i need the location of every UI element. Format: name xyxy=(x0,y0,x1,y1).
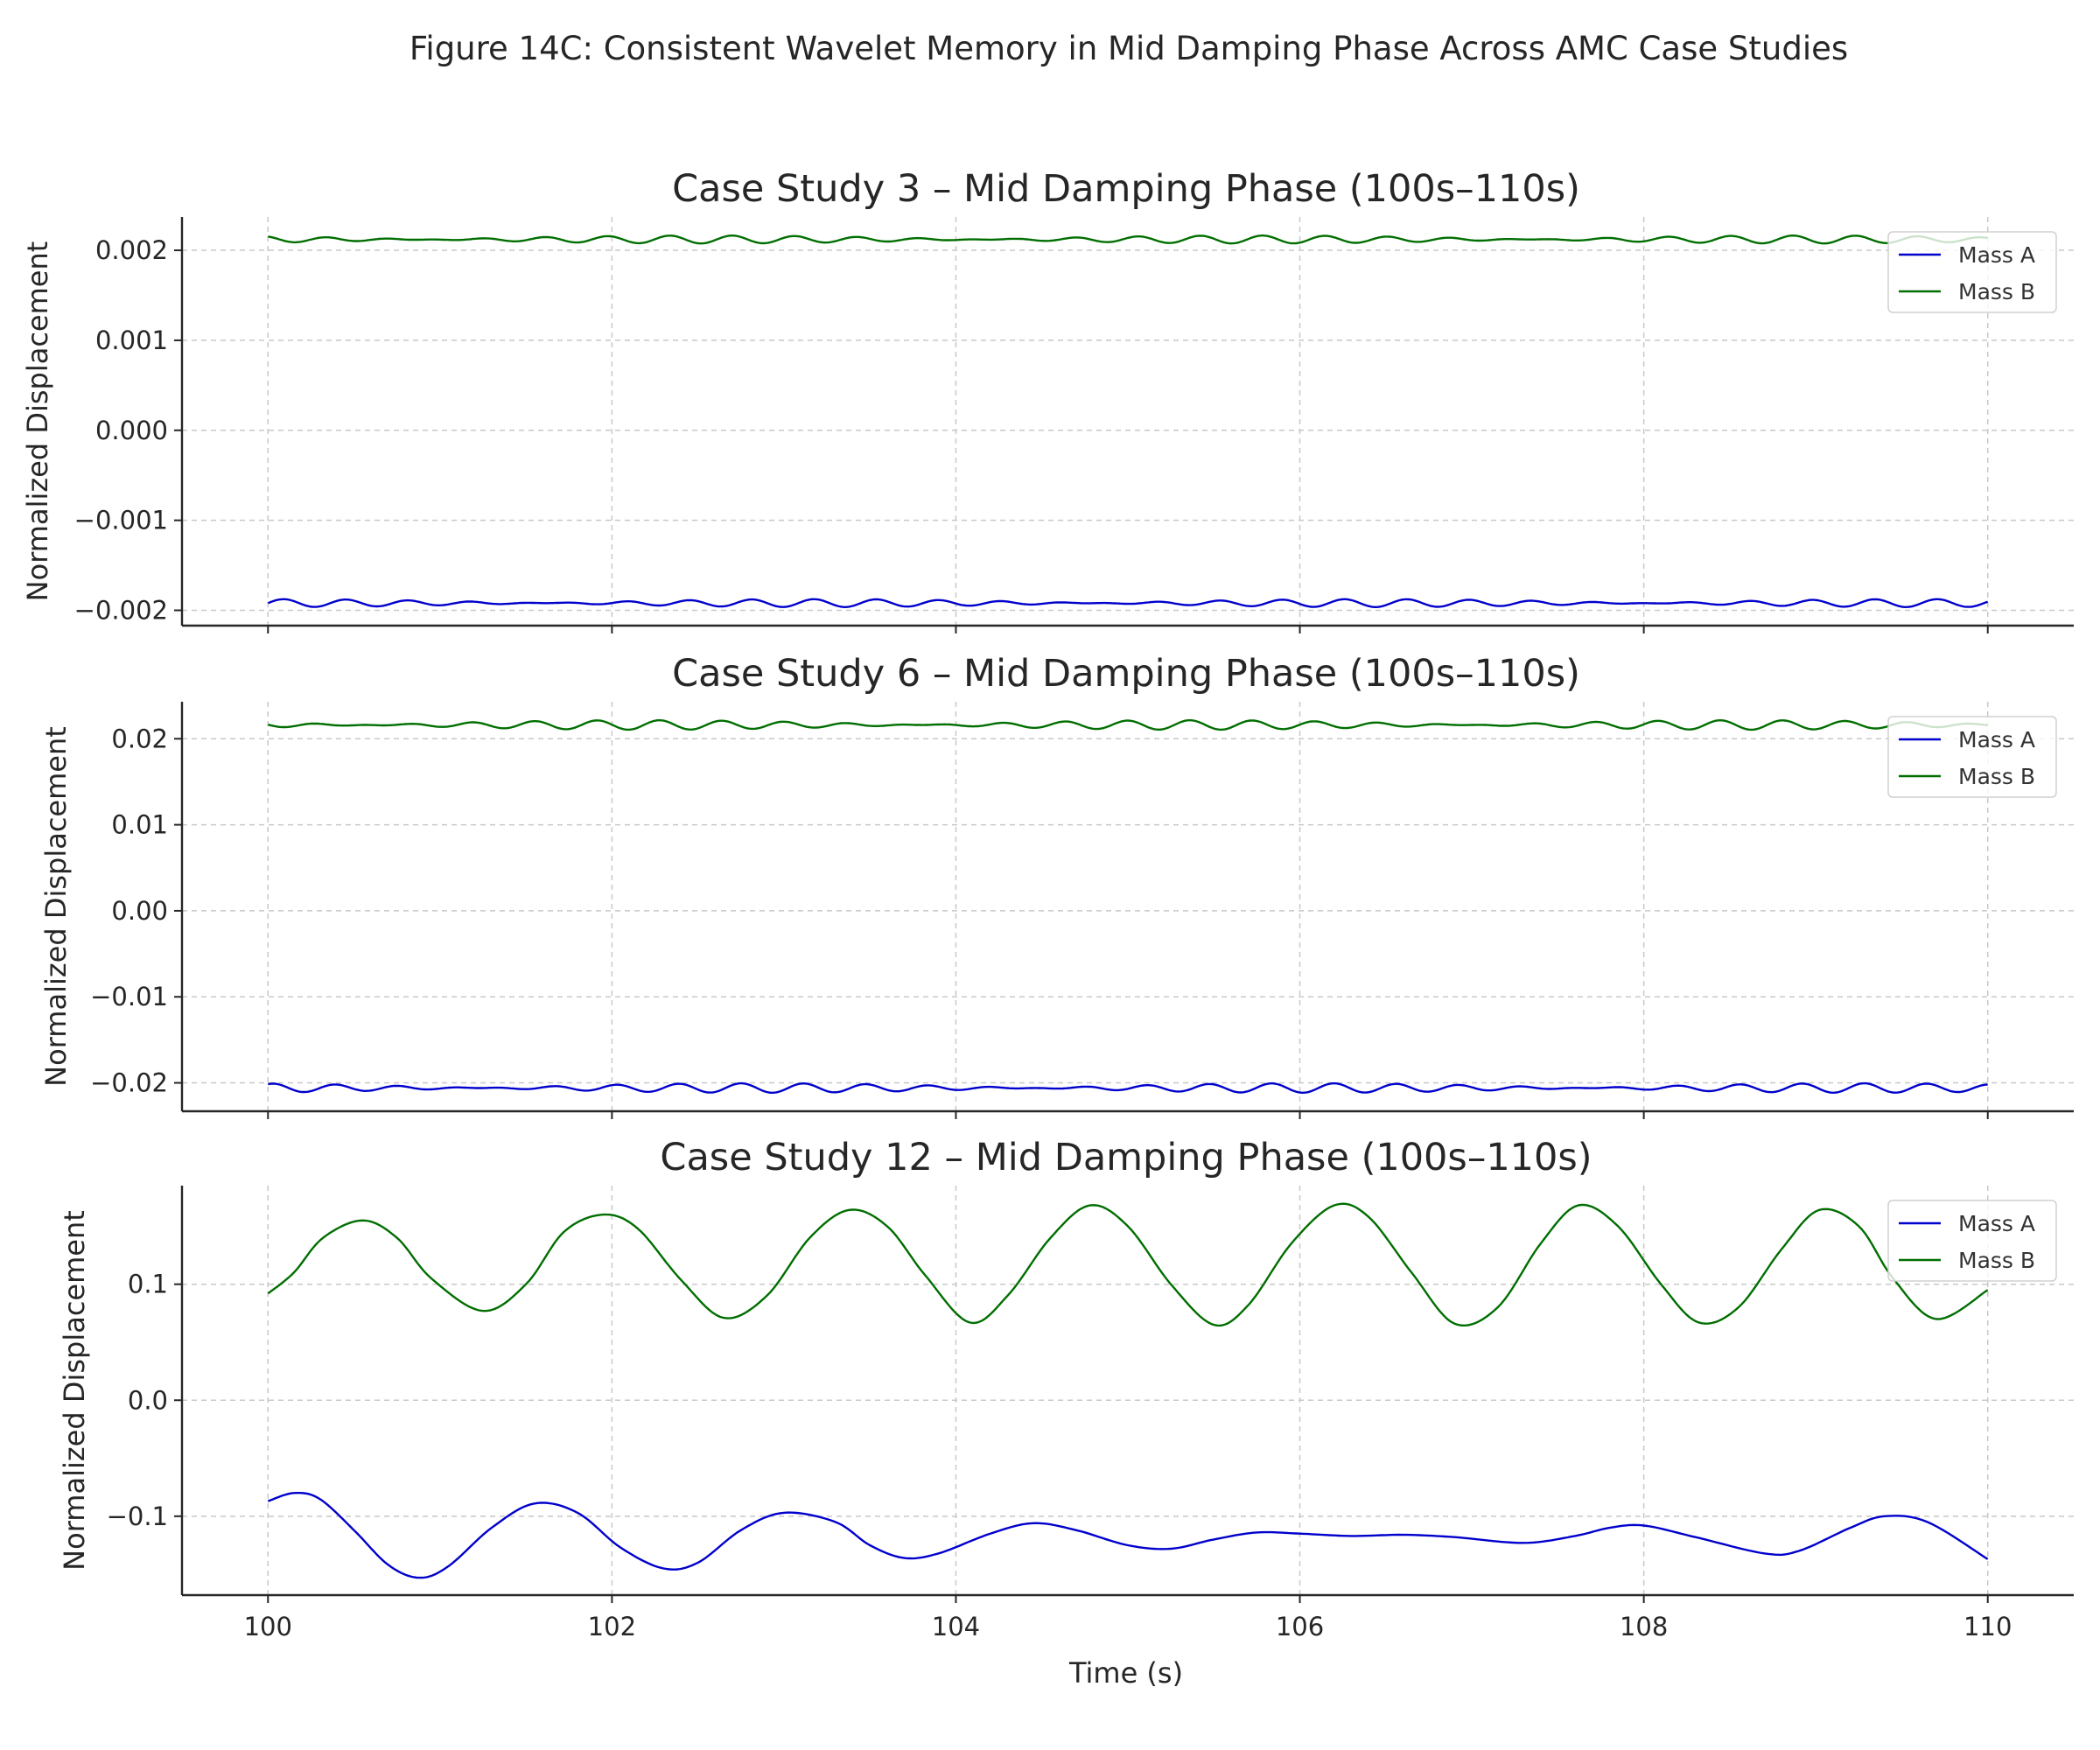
legend: Mass A Mass B xyxy=(1887,231,2057,313)
y-tick-label: 0.00 xyxy=(111,896,168,926)
subplot-2: −0.02 −0.01 0.00 0.01 0.02 Case Study 6 – Mid… xyxy=(39,652,2074,1119)
figure-title: Figure 14C: Consistent Wavelet Memory in… xyxy=(410,30,1848,67)
series-line-mass-a xyxy=(267,1492,1989,1579)
y-axis-label: Normalized Displacement xyxy=(58,1210,91,1571)
y-axis-label: Normalized Displacement xyxy=(39,726,73,1087)
series-line-mass-b xyxy=(268,234,1988,245)
subplot-title: Case Study 6 – Mid Damping Phase (100s–1… xyxy=(672,652,1580,696)
y-tick-label: 0.002 xyxy=(95,235,168,265)
y-tick-label: −0.02 xyxy=(90,1068,168,1098)
x-tick-label: 110 xyxy=(1964,1612,2012,1642)
x-axis-label: Time (s) xyxy=(1068,1656,1183,1690)
legend-label: Mass B xyxy=(1958,279,2035,304)
series-line-mass-b xyxy=(267,1202,1989,1327)
y-tick-label: −0.001 xyxy=(74,506,168,536)
legend-label: Mass B xyxy=(1958,1248,2035,1273)
subplot-1: −0.002 −0.001 0.000 0.001 0.002 Case Study 3 … xyxy=(21,167,2074,634)
x-tick-label: 106 xyxy=(1276,1612,1324,1642)
series-line-mass-b xyxy=(267,719,1988,732)
subplot-title: Case Study 3 – Mid Damping Phase (100s–1… xyxy=(672,167,1580,211)
y-axis-label: Normalized Displacement xyxy=(21,242,54,602)
y-tick-label: 0.0 xyxy=(128,1385,168,1415)
series-line-mass-a xyxy=(268,1082,1988,1094)
x-tick-label: 102 xyxy=(588,1612,636,1642)
y-tick-label: 0.02 xyxy=(111,724,168,753)
subplot-3: −0.1 0.0 0.1 100 102 104 106 108 110 Case Study 1… xyxy=(58,1136,2074,1690)
legend-label: Mass B xyxy=(1958,764,2035,789)
y-tick-label: −0.1 xyxy=(107,1502,168,1531)
series-line-mass-a xyxy=(267,598,1989,608)
legend: Mass A Mass B xyxy=(1887,716,2057,798)
x-tick-label: 100 xyxy=(244,1612,292,1642)
y-tick-label: −0.002 xyxy=(74,596,168,626)
legend-label: Mass A xyxy=(1958,727,2035,752)
y-tick-label: 0.1 xyxy=(128,1270,168,1299)
x-tick-label: 108 xyxy=(1620,1612,1668,1642)
y-tick-label: 0.000 xyxy=(95,416,168,445)
y-tick-label: 0.001 xyxy=(95,326,168,355)
legend: Mass A Mass B xyxy=(1887,1200,2057,1282)
subplot-title: Case Study 12 – Mid Damping Phase (100s–… xyxy=(660,1136,1592,1180)
y-tick-label: −0.01 xyxy=(90,982,168,1012)
legend-label: Mass A xyxy=(1958,1211,2035,1236)
x-tick-label: 104 xyxy=(932,1612,980,1642)
y-tick-label: 0.01 xyxy=(111,810,168,840)
legend-label: Mass A xyxy=(1958,242,2035,268)
